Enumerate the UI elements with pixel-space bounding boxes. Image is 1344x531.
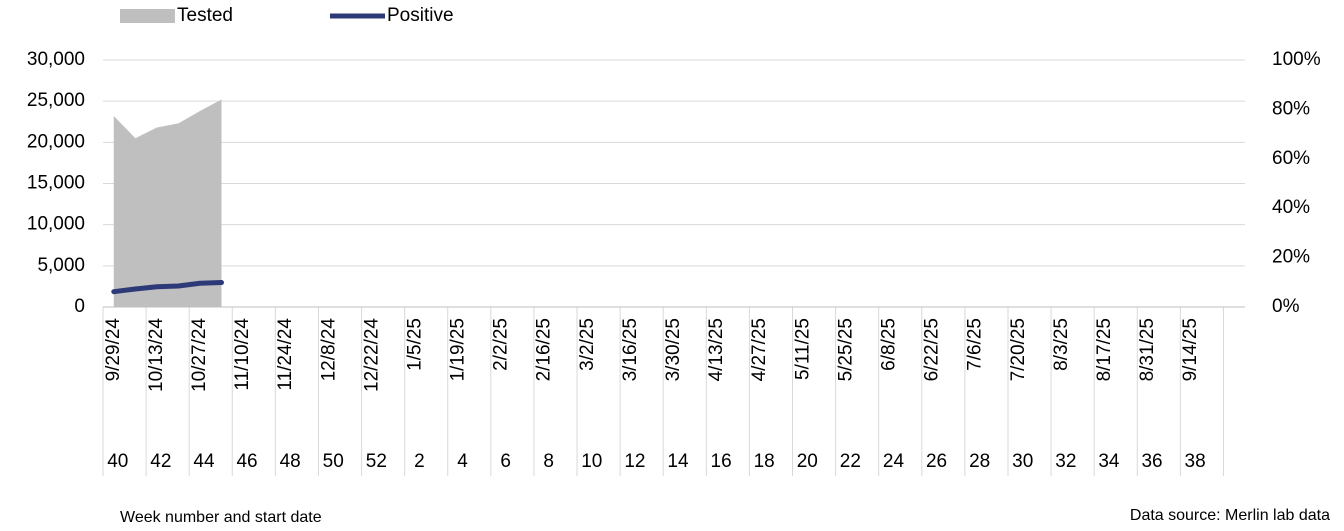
x-tick-label: 1/19/25 bbox=[448, 318, 469, 381]
x-tick-label: 5/11/25 bbox=[792, 318, 813, 380]
week-label: 28 bbox=[969, 451, 990, 472]
week-label: 42 bbox=[150, 451, 171, 472]
x-tick-label: 5/25/25 bbox=[835, 318, 856, 381]
y-tick-label: 10,000 bbox=[27, 214, 85, 235]
y-tick-label: 0 bbox=[74, 296, 85, 317]
week-label: 40 bbox=[107, 451, 128, 472]
week-label: 8 bbox=[543, 451, 554, 472]
x-tick-label: 9/29/24 bbox=[103, 318, 124, 382]
y-tick-label: 15,000 bbox=[27, 173, 85, 194]
week-label: 48 bbox=[280, 451, 301, 472]
week-label: 2 bbox=[414, 451, 425, 472]
week-label: 6 bbox=[500, 451, 511, 472]
week-label: 44 bbox=[193, 451, 215, 472]
annotation: Data source: Merlin lab data bbox=[1130, 507, 1330, 524]
x-tick-label: 11/24/24 bbox=[275, 318, 296, 391]
week-label: 12 bbox=[624, 451, 645, 472]
x-tick-label: 7/6/25 bbox=[965, 318, 986, 371]
y-tick-label: 30,000 bbox=[27, 49, 85, 70]
week-label: 20 bbox=[797, 451, 818, 472]
x-tick-label: 6/22/25 bbox=[922, 318, 943, 381]
week-label: 10 bbox=[581, 451, 602, 472]
y-tick-label: 25,000 bbox=[27, 90, 85, 111]
week-label: 16 bbox=[711, 451, 732, 472]
y-tick-label: 5,000 bbox=[37, 255, 85, 276]
x-tick-label: 11/10/24 bbox=[232, 318, 253, 391]
x-tick-label: 1/5/25 bbox=[404, 318, 425, 371]
y2-tick-label: 20% bbox=[1272, 247, 1310, 268]
y2-tick-label: 60% bbox=[1272, 148, 1310, 169]
y2-tick-label: 100% bbox=[1272, 49, 1321, 70]
x-tick-label: 10/27/24 bbox=[189, 318, 210, 392]
x-tick-label: 10/13/24 bbox=[146, 318, 167, 392]
y2-tick-label: 80% bbox=[1272, 98, 1310, 119]
week-label: 26 bbox=[926, 451, 947, 472]
week-label: 34 bbox=[1098, 451, 1120, 472]
week-label: 22 bbox=[840, 451, 861, 472]
x-tick-label: 4/27/25 bbox=[749, 318, 770, 381]
x-tick-label: 7/20/25 bbox=[1008, 318, 1029, 381]
x-tick-label: 3/2/25 bbox=[577, 318, 598, 371]
week-label: 24 bbox=[883, 451, 905, 472]
y2-tick-label: 0% bbox=[1272, 296, 1300, 317]
x-tick-label: 3/16/25 bbox=[620, 318, 641, 381]
x-tick-label: 8/17/25 bbox=[1094, 318, 1115, 381]
x-tick-label: 6/8/25 bbox=[878, 318, 899, 371]
legend-label: Tested bbox=[177, 5, 233, 26]
x-tick-label: 12/8/24 bbox=[318, 318, 339, 382]
week-label: 18 bbox=[754, 451, 775, 472]
y2-tick-label: 40% bbox=[1272, 197, 1310, 218]
x-tick-label: 8/31/25 bbox=[1137, 318, 1158, 381]
week-label: 30 bbox=[1012, 451, 1033, 472]
week-label: 38 bbox=[1185, 451, 1206, 472]
x-tick-label: 2/16/25 bbox=[534, 318, 555, 381]
x-axis-label: Week number and start date bbox=[120, 509, 322, 526]
week-label: 14 bbox=[667, 451, 689, 472]
x-tick-label: 4/13/25 bbox=[706, 318, 727, 381]
line bbox=[111, 280, 225, 295]
week-label: 36 bbox=[1141, 451, 1162, 472]
x-tick-label: 2/2/25 bbox=[491, 318, 512, 371]
x-tick-label: 3/30/25 bbox=[663, 318, 684, 381]
week-label: 50 bbox=[323, 451, 344, 472]
legend-label: Positive bbox=[387, 5, 454, 26]
x-tick-label: 8/3/25 bbox=[1051, 318, 1072, 371]
legend-swatch bbox=[120, 9, 175, 23]
week-label: 32 bbox=[1055, 451, 1076, 472]
x-tick-label: 12/22/24 bbox=[361, 318, 382, 392]
x-tick-label: 9/14/25 bbox=[1180, 318, 1201, 381]
week-label: 4 bbox=[457, 451, 468, 472]
week-label: 52 bbox=[366, 451, 387, 472]
week-label: 46 bbox=[236, 451, 257, 472]
area bbox=[113, 99, 222, 308]
y-tick-label: 20,000 bbox=[27, 131, 85, 152]
